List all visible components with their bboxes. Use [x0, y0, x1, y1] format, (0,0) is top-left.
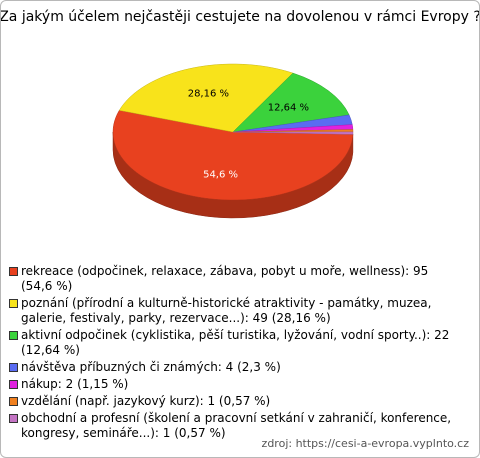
slice-label: 54,6 % — [203, 169, 238, 180]
pie-slice — [112, 110, 354, 201]
legend-item: nákup: 2 (1,15 %) — [9, 377, 461, 392]
legend-item: poznání (přírodní a kulturně-historické … — [9, 296, 461, 326]
legend-label: návštěva příbuzných či známých: 4 (2,3 %… — [21, 360, 281, 374]
legend-label: nákup: 2 (1,15 %) — [21, 377, 129, 391]
legend-label: obchodní a profesní (školení a pracovní … — [21, 411, 452, 440]
legend-label: aktivní odpočinek (cyklistika, pěší turi… — [21, 328, 450, 357]
legend-label: rekreace (odpočinek, relaxace, zábava, p… — [21, 264, 429, 293]
legend-label: poznání (přírodní a kulturně-historické … — [21, 296, 432, 325]
pie-slice — [118, 63, 294, 133]
legend-item: obchodní a profesní (školení a pracovní … — [9, 411, 461, 441]
slice-label: 12,64 % — [268, 102, 309, 113]
legend-item: rekreace (odpočinek, relaxace, zábava, p… — [9, 264, 461, 294]
legend-swatch — [9, 380, 18, 389]
legend-item: aktivní odpočinek (cyklistika, pěší turi… — [9, 328, 461, 358]
slice-label: 28,16 % — [188, 89, 229, 100]
legend-swatch — [9, 267, 18, 276]
pie-slice — [232, 72, 350, 133]
legend-item: návštěva příbuzných či známých: 4 (2,3 %… — [9, 360, 461, 375]
legend-swatch — [9, 331, 18, 340]
legend-item: vzdělání (např. jazykový kurz): 1 (0,57 … — [9, 394, 461, 409]
chart-title: Za jakým účelem nejčastěji cestujete na … — [1, 9, 479, 25]
legend-label: vzdělání (např. jazykový kurz): 1 (0,57 … — [21, 394, 271, 408]
legend-swatch — [9, 299, 18, 308]
legend-swatch — [9, 414, 18, 423]
legend: rekreace (odpočinek, relaxace, zábava, p… — [9, 264, 461, 443]
pie-slice — [232, 131, 354, 135]
legend-swatch — [9, 397, 18, 406]
legend-swatch — [9, 363, 18, 372]
pie-area: Za jakým účelem nejčastěji cestujete na … — [1, 9, 479, 219]
source: zdroj: https://cesi-a-evropa.vyplnto.cz — [261, 437, 469, 450]
